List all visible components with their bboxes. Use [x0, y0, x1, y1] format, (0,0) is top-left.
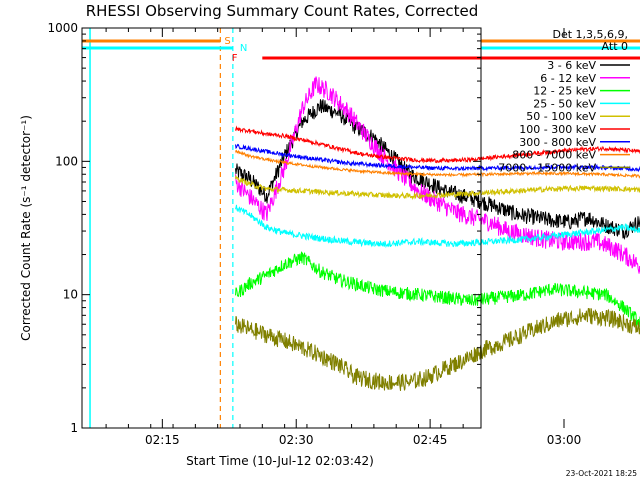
series-line [235, 175, 640, 201]
x-tick-label: 02:30 [279, 433, 314, 447]
legend-label: 7000 - 15000 keV [498, 161, 596, 174]
y-tick-label: 100 [55, 154, 78, 168]
plot-frame [81, 27, 482, 429]
legend-label: 300 - 800 keV [519, 136, 596, 149]
legend-label: 3 - 6 keV [547, 59, 596, 72]
series-line [235, 149, 640, 179]
footer-date: 23-Oct-2021 18:25 [566, 469, 637, 478]
series-line [235, 76, 640, 274]
flags-layer: SNF [82, 36, 640, 64]
x-axis-label: Start Time (10-Jul-12 02:03:42) [186, 454, 374, 468]
y-tick-label: 10 [63, 288, 78, 302]
series-layer [235, 76, 640, 391]
legend-label: 12 - 25 keV [533, 85, 596, 98]
x-tick-label: 02:15 [145, 433, 180, 447]
x-tick-label: 03:00 [547, 433, 582, 447]
y-axis-label: Corrected Count Rate (s⁻¹ detector⁻¹) [19, 115, 33, 341]
y-tick-label: 1 [70, 421, 78, 435]
legend-label: 50 - 100 keV [526, 110, 596, 123]
flag-letter: S [224, 36, 230, 47]
legend-header: Att 0 [602, 40, 628, 53]
legend-label: 100 - 300 keV [519, 123, 596, 136]
flag-letter: F [232, 53, 238, 64]
y-tick-label: 1000 [47, 21, 78, 35]
x-tick-label: 02:45 [413, 433, 448, 447]
series-line [235, 125, 640, 164]
time-markers [89, 28, 234, 428]
series-line [235, 307, 640, 391]
series-line [235, 204, 640, 249]
chart-title: RHESSI Observing Summary Count Rates, Co… [86, 2, 479, 20]
series-line [235, 143, 640, 173]
series-line [235, 99, 640, 241]
legend-header: Det 1,3,5,6,9, [552, 28, 628, 41]
legend-label: 25 - 50 keV [533, 97, 596, 110]
legend-label: 800 - 7000 keV [512, 149, 596, 162]
y-axis: 1 10 100 1000 [47, 21, 481, 435]
legend-label: 6 - 12 keV [540, 72, 596, 85]
flag-letter: N [240, 43, 247, 54]
series-line [235, 251, 640, 327]
